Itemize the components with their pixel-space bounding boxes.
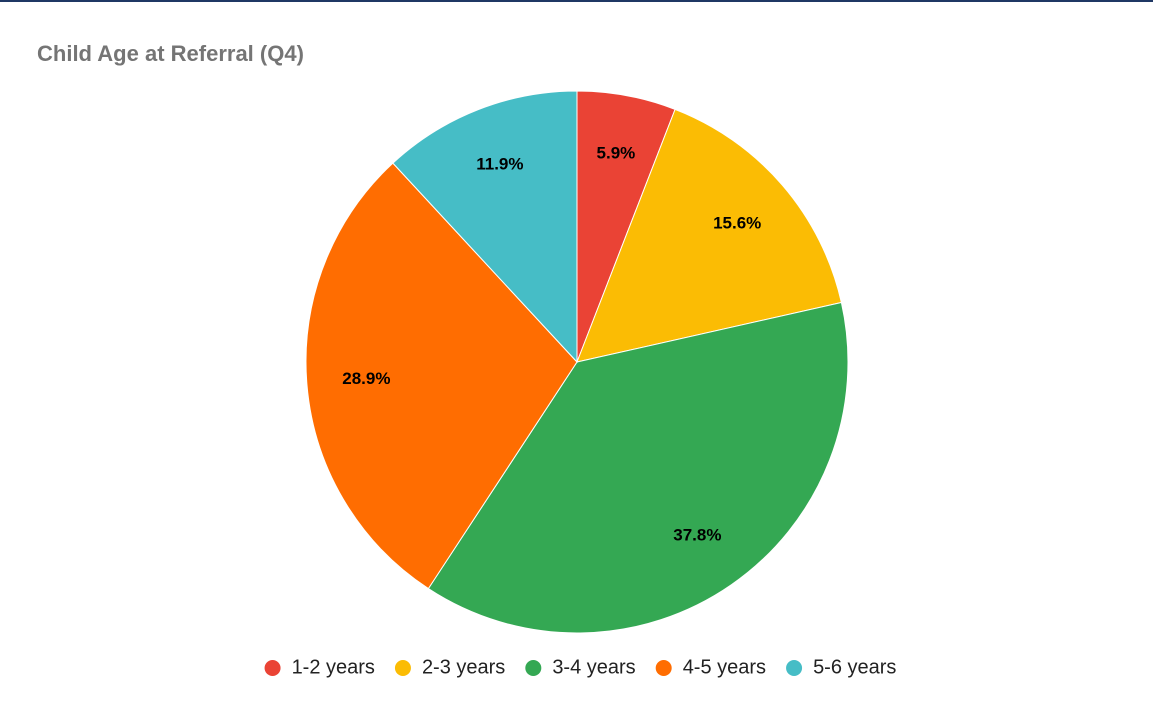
value-labels: 5.9% 15.6% 37.8% 28.9% 11.9% [342, 144, 761, 545]
legend: 1-2 years 2-3 years 3-4 years 4-5 years 5-6 … [264, 656, 896, 678]
legend-label: 5-6 years [813, 656, 896, 678]
value-label: 15.6% [713, 214, 761, 233]
value-label: 37.8% [673, 525, 721, 544]
legend-marker [655, 660, 672, 676]
top-border [0, 0, 1153, 2]
legend-marker [786, 660, 803, 676]
legend-label: 2-3 years [422, 656, 505, 678]
value-label: 28.9% [342, 369, 390, 388]
pie-slice [427, 301, 849, 634]
pie-slice [576, 108, 842, 363]
legend-marker [525, 660, 542, 676]
pie [305, 90, 849, 634]
chart-title: Child Age at Referral (Q4) [37, 41, 304, 66]
pie-slice [392, 90, 578, 364]
legend-marker [264, 660, 281, 676]
legend-label: 3-4 years [552, 656, 635, 678]
legend-marker [394, 660, 411, 676]
legend-label: 4-5 years [683, 656, 766, 678]
value-label: 5.9% [597, 144, 636, 163]
pie-slice [305, 162, 578, 590]
value-label: 11.9% [476, 155, 523, 174]
legend-label: 1-2 years [292, 656, 375, 678]
